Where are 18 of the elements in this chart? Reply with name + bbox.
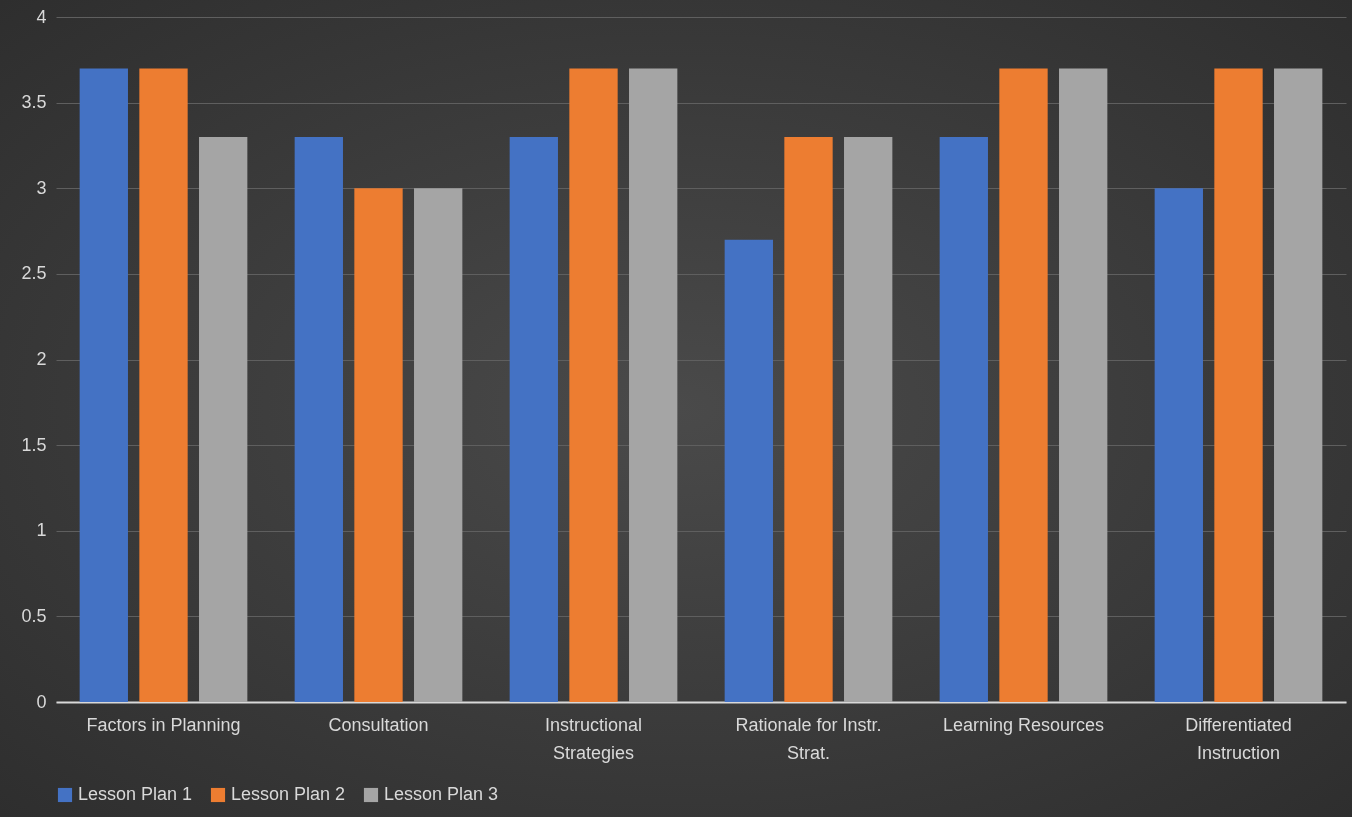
x-tick-label: Rationale for Instr. Strat.	[735, 714, 882, 763]
y-tick-label: 2.5	[21, 263, 47, 284]
y-tick-label: 0	[36, 691, 47, 712]
y-tick-label: 3	[36, 177, 47, 198]
y-tick-label: 1.5	[21, 434, 47, 455]
x-tick-label: Differentiated Instruction	[1185, 714, 1292, 763]
x-tick-label: Learning Resources	[942, 714, 1105, 735]
x-tick-label: Consultation	[328, 714, 429, 735]
legend-label: Lesson Plan 3	[384, 784, 499, 804]
y-tick-label: 4	[36, 6, 47, 27]
y-tick-label: 0.5	[21, 605, 47, 626]
x-tick-label: Factors in Planning	[86, 714, 241, 735]
y-tick-label: 3.5	[21, 92, 47, 113]
y-tick-label: 2	[36, 349, 47, 369]
x-tick-label: Instructional Strategies	[544, 714, 643, 763]
legend-label: Lesson Plan 1	[78, 784, 193, 804]
y-tick-label: 1	[36, 520, 47, 541]
legend-label: Lesson Plan 2	[231, 784, 346, 804]
